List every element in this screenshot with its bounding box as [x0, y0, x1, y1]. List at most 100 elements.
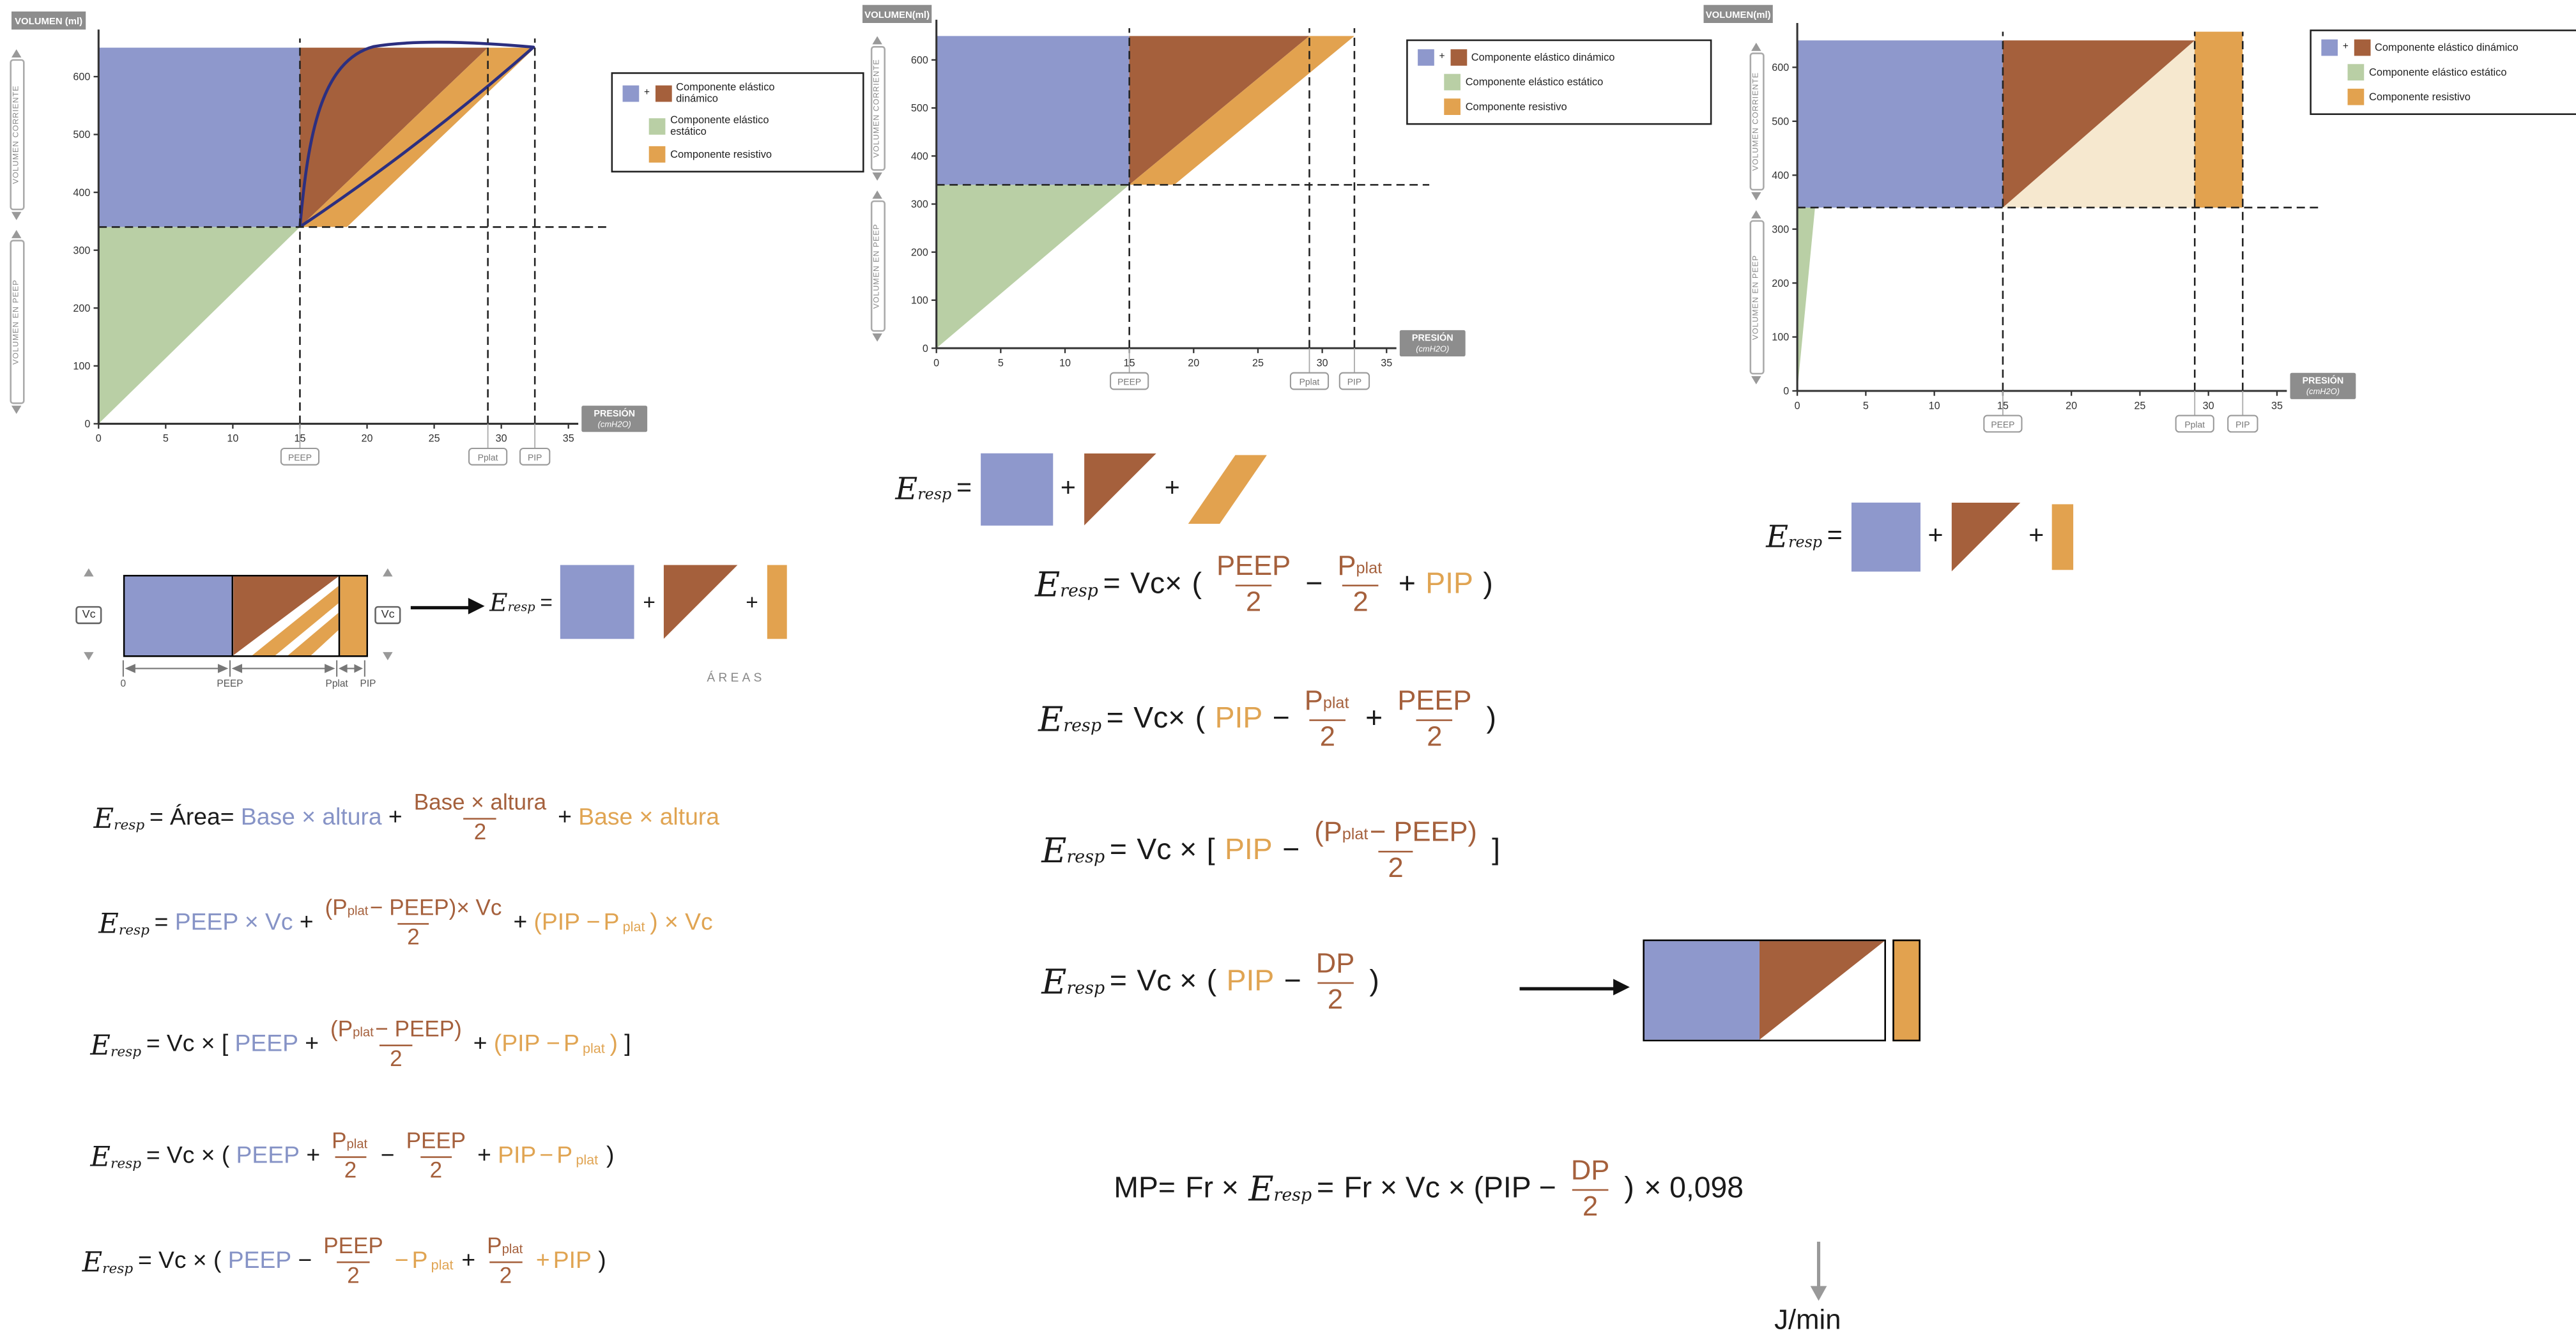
svg-text:0: 0	[923, 343, 928, 355]
svg-text:(cmH2O): (cmH2O)	[2306, 386, 2340, 396]
svg-text:25: 25	[1252, 357, 1264, 369]
svg-text:0: 0	[1783, 386, 1789, 397]
axis-annotation-volumen-peep-2: VOLUMEN EN PEEP	[866, 190, 889, 342]
svg-text:600: 600	[73, 72, 90, 83]
brown-triangle-icon	[1951, 502, 2021, 572]
orange-bar-icon	[766, 565, 786, 639]
svg-text:5: 5	[1863, 400, 1869, 411]
legend-item-static: Componente elástico estático	[1418, 73, 1700, 91]
svg-text:20: 20	[2066, 400, 2077, 411]
svg-text:PRESIÓN: PRESIÓN	[594, 408, 635, 419]
svg-text:25: 25	[2134, 400, 2145, 411]
svg-text:300: 300	[911, 199, 928, 210]
arrow-down-icon	[1751, 192, 1761, 201]
svg-text:PEEP: PEEP	[288, 452, 312, 462]
svg-text:200: 200	[1772, 278, 1789, 289]
svg-text:200: 200	[73, 303, 90, 314]
svg-text:30: 30	[1317, 357, 1328, 369]
svg-text:35: 35	[563, 433, 574, 445]
axis-annotation-volumen-corriente-3: VOLUMEN CORRIENTE	[1745, 42, 1768, 201]
svg-text:Pplat: Pplat	[2184, 419, 2205, 429]
blue-swatch-icon	[2321, 39, 2338, 56]
brown-triangle-icon	[663, 565, 738, 639]
axis-label-pip: PIP	[360, 680, 376, 690]
blue-swatch-icon	[1418, 49, 1434, 66]
svg-text:(cmH2O): (cmH2O)	[598, 420, 631, 429]
brown-triangle-icon	[1759, 941, 1885, 1040]
arrow-down-icon	[383, 652, 393, 660]
arrow-up-icon	[1751, 42, 1761, 51]
svg-text:10: 10	[1059, 357, 1071, 369]
svg-text:PRESIÓN: PRESIÓN	[1412, 332, 1453, 344]
svg-text:PIP: PIP	[2235, 419, 2250, 429]
green-swatch-icon	[2347, 64, 2365, 80]
axis-annotation-volumen-peep-3: VOLUMEN EN PEEP	[1745, 210, 1768, 385]
axis-label-zero: 0	[120, 680, 126, 690]
brown-triangle-icon	[1084, 453, 1156, 526]
svg-text:25: 25	[429, 433, 440, 445]
legend-item-dynamic: + Componente elástico dinámico	[2321, 39, 2576, 56]
svg-text:400: 400	[73, 187, 90, 199]
axis-annotation-volumen-corriente-1: VOLUMEN CORRIENTE	[5, 49, 28, 220]
svg-text:10: 10	[1929, 400, 1940, 411]
svg-text:35: 35	[2271, 400, 2283, 411]
axis-annotation-volumen-corriente-2: VOLUMEN CORRIENTE	[866, 36, 889, 181]
svg-text:Pplat: Pplat	[478, 452, 498, 462]
arrow-down-icon	[1751, 376, 1761, 385]
svg-text:10: 10	[227, 433, 238, 445]
svg-text:PIP: PIP	[1347, 376, 1361, 386]
brown-swatch-icon	[2353, 39, 2370, 56]
svg-text:20: 20	[1188, 357, 1199, 369]
brown-swatch-icon	[654, 86, 671, 103]
svg-text:35: 35	[1381, 357, 1392, 369]
svg-text:20: 20	[362, 433, 373, 445]
svg-text:500: 500	[911, 103, 928, 114]
axis-annotation-volumen-peep-1: VOLUMEN EN PEEP	[5, 229, 28, 414]
arrow-down-icon	[872, 333, 882, 342]
svg-text:300: 300	[1772, 224, 1789, 235]
svg-text:PEEP: PEEP	[1117, 376, 1141, 386]
green-swatch-icon	[1444, 73, 1460, 91]
svg-text:0: 0	[96, 433, 102, 445]
legend-item-static: Componente elástico estático	[2321, 64, 2576, 80]
svg-text:PRESIÓN: PRESIÓN	[2303, 374, 2344, 386]
green-swatch-icon	[648, 118, 666, 135]
svg-text:600: 600	[911, 54, 928, 66]
svg-text:400: 400	[911, 151, 928, 162]
blue-swatch-icon	[622, 86, 640, 103]
svg-text:600: 600	[1772, 62, 1789, 73]
svg-text:PIP: PIP	[528, 452, 542, 462]
svg-text:Pplat: Pplat	[1300, 376, 1320, 386]
arrow-down-icon	[11, 211, 22, 220]
legend-item-resistive: Componente resistivo	[623, 146, 853, 164]
svg-text:100: 100	[911, 295, 928, 307]
legend-item-resistive: Componente resistivo	[1418, 98, 1700, 115]
svg-text:500: 500	[73, 129, 90, 141]
elastic-dynamic-segment	[125, 576, 234, 655]
svg-text:300: 300	[73, 245, 90, 256]
brown-swatch-icon	[1450, 49, 1467, 66]
blue-square-icon	[979, 453, 1052, 526]
svg-text:100: 100	[1772, 332, 1789, 343]
vc-tag-right: Vc	[374, 568, 401, 660]
orange-parallelogram-icon	[1188, 455, 1268, 524]
svg-text:0: 0	[933, 357, 939, 369]
svg-text:VOLUMEN(ml): VOLUMEN(ml)	[864, 10, 930, 20]
arrow-up-icon	[1751, 210, 1761, 218]
svg-text:VOLUMEN(ml): VOLUMEN(ml)	[1706, 10, 1771, 20]
svg-text:0: 0	[84, 418, 90, 430]
orange-swatch-icon	[1444, 98, 1460, 115]
